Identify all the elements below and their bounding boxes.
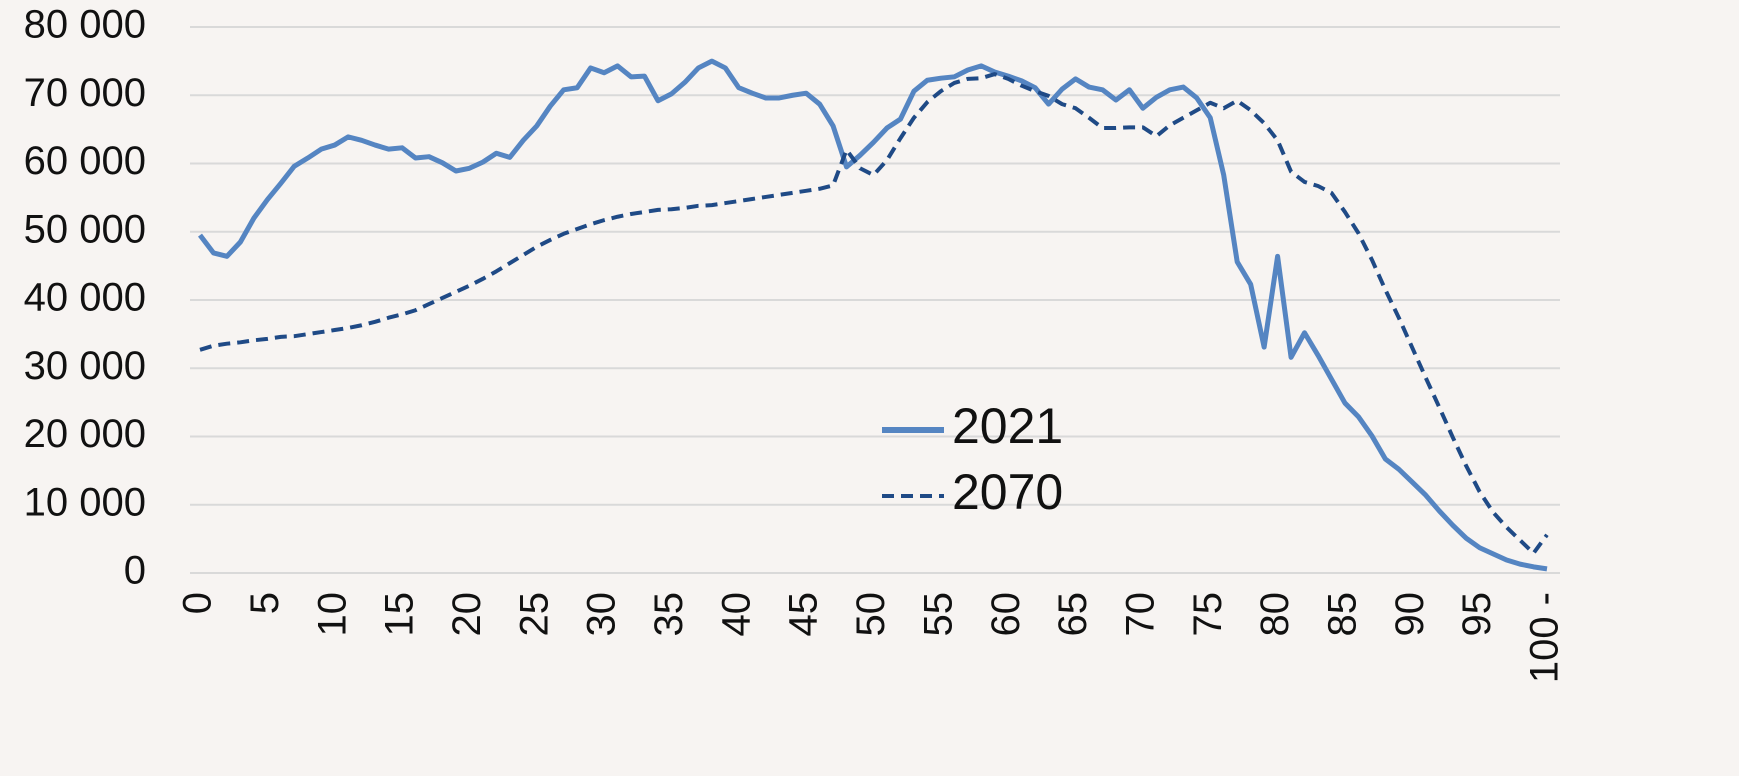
x-tick-label: 0 [176,592,220,614]
x-tick-label: 95 [1455,592,1499,637]
y-tick-label: 0 [124,549,146,593]
x-tick-label: 10 [310,592,354,637]
legend-label: 2021 [952,398,1063,454]
x-tick-label: 85 [1321,592,1365,637]
y-tick-label: 50 000 [24,207,146,251]
x-tick-label: 90 [1388,592,1432,637]
x-tick-label: 100 - [1523,592,1567,683]
x-tick-label: 20 [445,592,489,637]
y-tick-label: 20 000 [24,412,146,456]
y-tick-label: 30 000 [24,344,146,388]
line-series [199,72,1549,556]
y-tick-label: 40 000 [24,276,146,320]
y-tick-label: 80 000 [24,3,146,47]
x-tick-label: 65 [1051,592,1095,637]
x-tick-label: 45 [782,592,826,637]
x-tick-label: 60 [984,592,1028,637]
x-tick-label: 55 [916,592,960,637]
y-tick-label: 10 000 [24,480,146,524]
x-tick-label: 80 [1253,592,1297,637]
x-tick-label: 75 [1186,592,1230,637]
x-tick-label: 35 [647,592,691,637]
line-series [198,58,1548,572]
x-tick-label: 40 [714,592,758,637]
x-tick-label: 50 [849,592,893,637]
x-tick-label: 15 [378,592,422,637]
x-tick-label: 30 [580,592,624,637]
x-tick-label: 5 [243,592,287,614]
y-tick-label: 60 000 [24,139,146,183]
x-tick-label: 70 [1118,592,1162,637]
y-tick-label: 70 000 [24,71,146,115]
legend-label: 2070 [952,464,1063,520]
x-tick-label: 25 [512,592,556,637]
